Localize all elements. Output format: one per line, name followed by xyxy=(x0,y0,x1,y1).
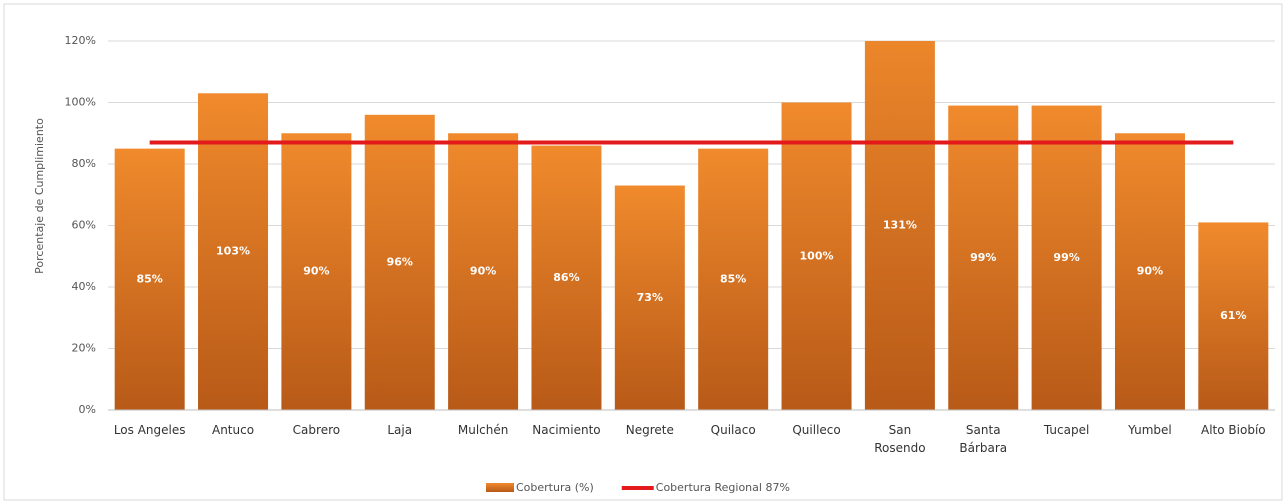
y-tick-label: 40% xyxy=(72,280,96,293)
bar xyxy=(781,102,852,410)
data-label: 85% xyxy=(137,272,163,285)
data-label: 100% xyxy=(800,249,834,262)
x-tick-label: Negrete xyxy=(626,423,674,437)
data-label: 90% xyxy=(1137,265,1163,278)
x-tick-label: Laja xyxy=(387,423,412,437)
x-tick-label: Santa Bárbara xyxy=(959,423,1007,455)
y-axis-label: Porcentaje de Cumplimiento xyxy=(33,118,46,274)
x-tick-label: Mulchén xyxy=(458,423,508,437)
bar xyxy=(864,41,935,410)
x-tick-label: Antuco xyxy=(212,423,254,437)
x-tick-label: Nacimiento xyxy=(532,423,600,437)
legend-label: Cobertura Regional 87% xyxy=(656,481,790,494)
data-label: 103% xyxy=(216,245,250,258)
x-tick-label: Tucapel xyxy=(1043,423,1089,437)
data-label: 85% xyxy=(720,272,746,285)
data-label: 99% xyxy=(1053,251,1079,264)
legend-label: Cobertura (%) xyxy=(516,481,594,494)
bar xyxy=(114,148,185,410)
data-label: 96% xyxy=(387,255,413,268)
y-tick-label: 120% xyxy=(65,34,96,47)
x-tick-label: Yumbel xyxy=(1127,423,1172,437)
bar xyxy=(1031,105,1102,410)
bar xyxy=(448,133,519,410)
bar xyxy=(1198,222,1269,410)
data-label: 73% xyxy=(637,291,663,304)
x-tick-label: Cabrero xyxy=(293,423,340,437)
y-tick-label: 80% xyxy=(72,157,96,170)
x-tick-label: Quilaco xyxy=(711,423,756,437)
bar xyxy=(531,145,602,410)
y-tick-label: 60% xyxy=(72,219,96,232)
x-tick-label: San Rosendo xyxy=(874,423,925,455)
y-tick-label: 0% xyxy=(79,403,96,416)
x-tick-label: Alto Biobío xyxy=(1201,423,1266,437)
bar xyxy=(698,148,769,410)
bar xyxy=(1114,133,1185,410)
data-label: 90% xyxy=(303,265,329,278)
bar xyxy=(948,105,1019,410)
data-label: 99% xyxy=(970,251,996,264)
bar xyxy=(364,114,435,410)
bar xyxy=(614,185,685,410)
plot-area xyxy=(114,41,1269,410)
y-tick-label: 20% xyxy=(72,342,96,355)
data-label: 90% xyxy=(470,265,496,278)
x-tick-label: Quilleco xyxy=(792,423,840,437)
data-label: 131% xyxy=(883,219,917,232)
legend-swatch xyxy=(486,483,514,492)
bar xyxy=(198,93,269,410)
data-label: 86% xyxy=(553,271,579,284)
y-tick-label: 100% xyxy=(65,96,96,109)
x-tick-label: Los Angeles xyxy=(114,423,186,437)
bar xyxy=(281,133,352,410)
data-label: 61% xyxy=(1220,309,1246,322)
